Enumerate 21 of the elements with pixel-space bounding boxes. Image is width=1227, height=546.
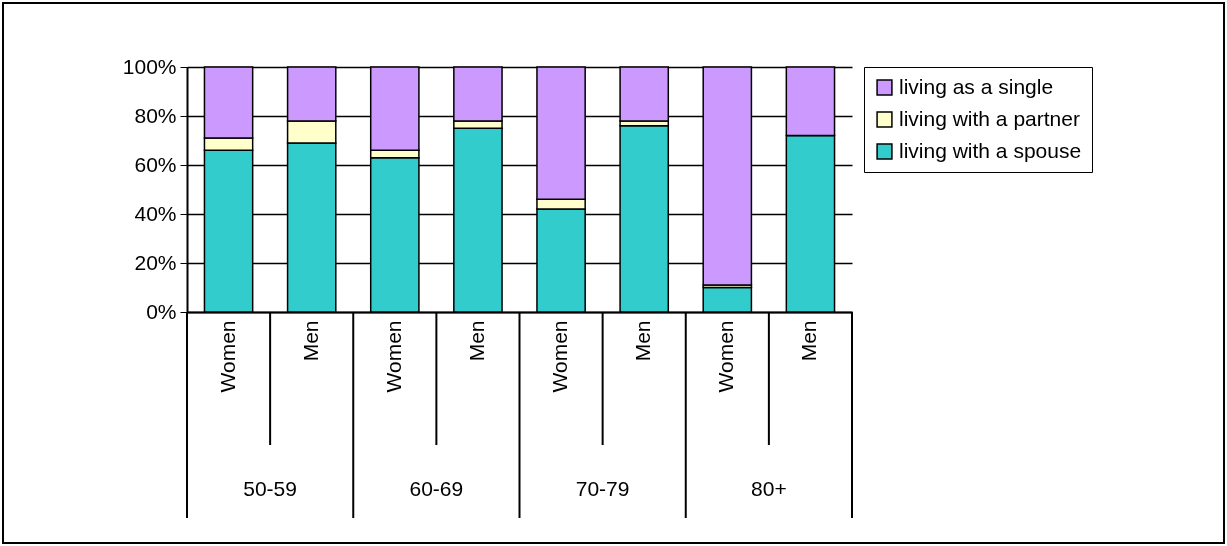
x-tick-label: Men bbox=[298, 320, 322, 362]
legend-label: living as a single bbox=[899, 74, 1054, 98]
y-tick-label: 0% bbox=[146, 299, 177, 323]
y-tick-label: 80% bbox=[134, 103, 177, 127]
x-tick-label: Women bbox=[381, 320, 405, 393]
text: 50-59 bbox=[243, 477, 297, 500]
text: 60-69 bbox=[409, 477, 464, 500]
text: 80+ bbox=[751, 477, 787, 500]
x-tick-label: Women bbox=[215, 320, 239, 393]
y-tick-label: 100% bbox=[122, 54, 177, 78]
text: 70-79 bbox=[575, 477, 630, 500]
x-tick-label: Women bbox=[714, 320, 738, 393]
legend-label: living with a partner bbox=[899, 106, 1080, 130]
x-tick-label: Men bbox=[464, 320, 488, 362]
y-tick-label: 60% bbox=[134, 152, 177, 176]
x-tick-label: Women bbox=[548, 320, 572, 393]
x-tick-label: Men bbox=[631, 320, 655, 362]
y-tick-label: 20% bbox=[134, 250, 177, 274]
x-tick-label: Men bbox=[797, 320, 821, 362]
legend-label: living with a spouse bbox=[899, 138, 1082, 162]
y-tick-label: 40% bbox=[134, 201, 177, 225]
